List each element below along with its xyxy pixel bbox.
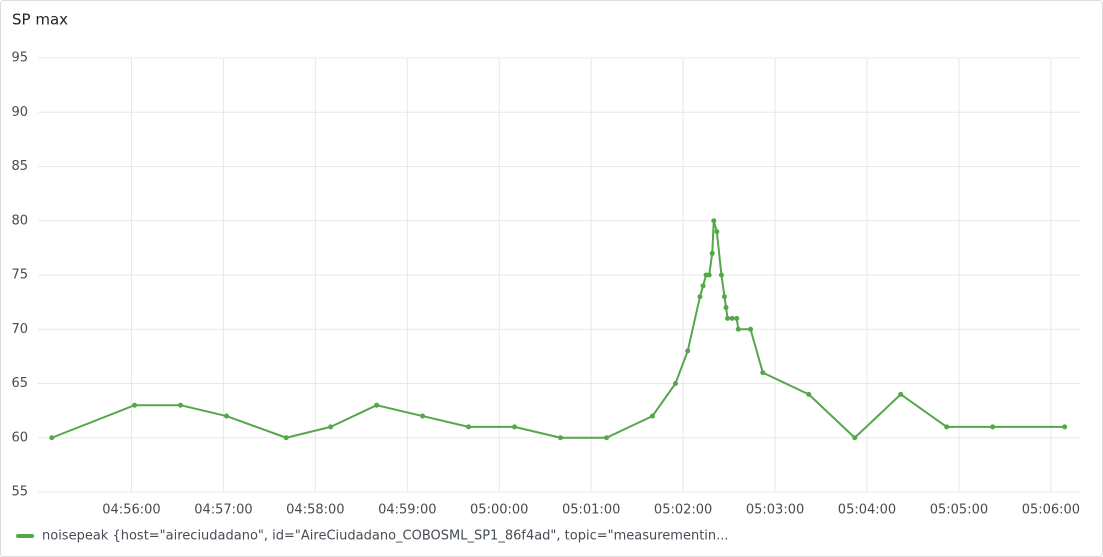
data-point xyxy=(725,315,731,321)
data-point xyxy=(697,294,703,300)
x-tick-label: 05:01:00 xyxy=(562,503,620,518)
data-point xyxy=(685,348,691,354)
x-tick-label: 04:58:00 xyxy=(286,503,344,518)
data-point xyxy=(898,391,904,397)
data-point xyxy=(178,402,184,408)
data-point xyxy=(328,424,334,430)
y-tick-label: 70 xyxy=(11,322,28,337)
y-tick-label: 65 xyxy=(11,376,28,391)
y-tick-label: 75 xyxy=(11,268,28,283)
data-point xyxy=(709,250,715,256)
x-tick-label: 04:57:00 xyxy=(194,503,252,518)
data-point xyxy=(714,229,720,235)
data-point xyxy=(649,413,655,419)
data-point xyxy=(558,435,564,441)
x-tick-label: 05:06:00 xyxy=(1022,503,1080,518)
data-point xyxy=(283,435,289,441)
data-point xyxy=(735,326,741,332)
data-point xyxy=(723,305,729,311)
data-point xyxy=(49,435,55,441)
x-tick-label: 04:56:00 xyxy=(102,503,160,518)
x-tick-label: 05:00:00 xyxy=(470,503,528,518)
data-point xyxy=(944,424,950,430)
data-point xyxy=(672,381,678,386)
y-tick-label: 85 xyxy=(11,159,28,174)
y-tick-label: 90 xyxy=(11,105,28,120)
x-tick-label: 05:02:00 xyxy=(654,503,712,518)
data-point xyxy=(718,272,724,278)
data-point xyxy=(604,435,610,441)
data-point xyxy=(1062,424,1068,430)
x-tick-label: 05:03:00 xyxy=(746,503,804,518)
y-tick-label: 60 xyxy=(11,430,28,445)
data-point xyxy=(374,402,380,408)
data-point xyxy=(748,326,754,332)
data-point xyxy=(223,413,229,419)
data-point xyxy=(806,391,812,397)
y-tick-label: 55 xyxy=(11,485,28,500)
data-point xyxy=(734,315,740,321)
data-point xyxy=(466,424,472,430)
data-point xyxy=(512,424,518,430)
legend-label: noisepeak {host="aireciudadano", id="Air… xyxy=(42,529,729,544)
data-point xyxy=(990,424,996,430)
data-point xyxy=(852,435,858,441)
data-point xyxy=(760,370,766,376)
data-point xyxy=(711,218,717,224)
x-tick-label: 04:59:00 xyxy=(378,503,436,518)
data-point xyxy=(729,315,735,321)
data-point xyxy=(706,272,712,278)
data-point xyxy=(132,402,138,408)
panel-title: SP max xyxy=(12,11,68,29)
data-point xyxy=(700,283,706,289)
x-tick-label: 05:04:00 xyxy=(838,503,896,518)
x-tick-label: 05:05:00 xyxy=(930,503,988,518)
data-point xyxy=(721,294,727,300)
y-tick-label: 95 xyxy=(11,51,28,66)
data-point xyxy=(420,413,426,419)
y-tick-label: 80 xyxy=(11,213,28,228)
